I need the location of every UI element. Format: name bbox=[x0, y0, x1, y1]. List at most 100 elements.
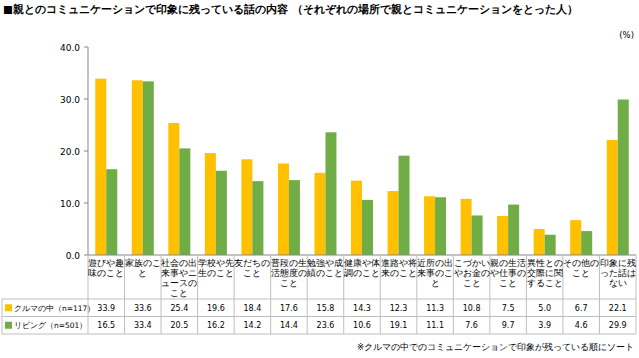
bar bbox=[205, 153, 216, 255]
value-label: 19.1 bbox=[390, 321, 408, 330]
value-label: 4.6 bbox=[575, 321, 588, 330]
category-label: 勉強や成績のこと bbox=[306, 258, 343, 278]
bar bbox=[168, 123, 179, 255]
chart: ■親とのコミュニケーションで印象に残っている話の内容 （それぞれの場所で親とコミ… bbox=[0, 0, 639, 358]
category-label: こづかいやお金のこと bbox=[454, 258, 490, 288]
value-label: 22.1 bbox=[609, 304, 627, 313]
category-label: 普段の生活態度のこと bbox=[271, 258, 307, 288]
tick bbox=[84, 203, 88, 204]
title: ■親とのコミュニケーションで印象に残っている話の内容 （それぞれの場所で親とコミ… bbox=[3, 3, 578, 16]
legend-swatch bbox=[5, 304, 12, 311]
legend-label: クルマの中（n=117） bbox=[14, 304, 95, 313]
bar bbox=[424, 196, 435, 255]
value-label: 7.6 bbox=[465, 321, 478, 330]
bar bbox=[461, 199, 472, 255]
value-label: 33.6 bbox=[134, 304, 152, 313]
tick-label: 30.0 bbox=[60, 95, 80, 105]
bar bbox=[351, 181, 362, 255]
bar bbox=[95, 79, 106, 255]
tick-label: 20.0 bbox=[60, 147, 80, 157]
bar bbox=[106, 169, 117, 255]
category-label: 進路や将来のこと bbox=[381, 258, 417, 278]
bar bbox=[581, 231, 592, 255]
axis-label: (%) bbox=[619, 30, 634, 40]
tick bbox=[84, 47, 88, 48]
value-label: 14.3 bbox=[353, 304, 371, 313]
bar bbox=[325, 132, 336, 255]
data-table: 遊びや趣味のこと家族のこと社会の出来事やニュースのこと学校や先生のこと友だちのこ… bbox=[2, 255, 636, 334]
category-label: 印象に残った話はない bbox=[600, 258, 636, 288]
value-label: 29.9 bbox=[609, 321, 627, 330]
axis-line bbox=[88, 255, 636, 256]
value-label: 25.4 bbox=[170, 304, 188, 313]
table-line bbox=[2, 299, 636, 300]
value-label: 7.5 bbox=[502, 304, 515, 313]
annotation: ※クルマの中でのコミュニケーションで印象が残っている順にソート bbox=[357, 342, 634, 352]
value-label: 5.0 bbox=[538, 304, 551, 313]
bar bbox=[545, 235, 556, 255]
value-label: 10.6 bbox=[353, 321, 371, 330]
value-label: 16.2 bbox=[207, 321, 225, 330]
table-line bbox=[2, 316, 636, 317]
table-line bbox=[2, 334, 636, 335]
bar bbox=[508, 205, 519, 255]
tick bbox=[84, 255, 88, 256]
legend-swatch bbox=[5, 322, 12, 329]
bar bbox=[216, 171, 227, 255]
tick bbox=[84, 151, 88, 152]
bar bbox=[534, 229, 545, 255]
value-label: 11.1 bbox=[426, 321, 444, 330]
tick bbox=[84, 99, 88, 100]
value-label: 3.9 bbox=[538, 321, 551, 330]
value-label: 14.4 bbox=[280, 321, 298, 330]
value-label: 20.5 bbox=[170, 321, 188, 330]
category-label: 社会の出来事やニュースのこと bbox=[161, 258, 197, 298]
bar bbox=[252, 181, 263, 255]
category-label: 異性との交際に関すること bbox=[527, 258, 563, 288]
bars bbox=[95, 79, 628, 255]
bar bbox=[388, 191, 399, 255]
tick-label: 10.0 bbox=[60, 199, 80, 209]
tick-label: 40.0 bbox=[60, 43, 80, 53]
bar bbox=[399, 156, 410, 255]
bar bbox=[179, 148, 190, 255]
category-label: 親の生活や仕事のこと bbox=[490, 258, 526, 288]
category-label: 学校や先生のこと bbox=[198, 258, 234, 278]
value-label: 9.7 bbox=[502, 321, 515, 330]
bar bbox=[472, 215, 483, 255]
category-label: その他のこと bbox=[563, 258, 599, 278]
bar bbox=[278, 163, 289, 255]
bar bbox=[132, 80, 143, 255]
value-label: 10.8 bbox=[463, 304, 481, 313]
bar bbox=[497, 216, 508, 255]
value-label: 33.9 bbox=[97, 304, 115, 313]
bar bbox=[289, 180, 300, 255]
value-label: 23.6 bbox=[317, 321, 335, 330]
bar bbox=[607, 140, 618, 255]
bar bbox=[241, 159, 252, 255]
value-label: 14.2 bbox=[243, 321, 261, 330]
bar bbox=[618, 100, 629, 255]
value-label: 11.3 bbox=[426, 304, 444, 313]
bar bbox=[362, 200, 373, 255]
category-label: 健康や体調のこと bbox=[344, 258, 380, 278]
bar bbox=[435, 197, 446, 255]
category-label: 家族のこと bbox=[125, 258, 161, 278]
category-label: 遊びや趣味のこと bbox=[88, 258, 124, 278]
legend-label: リビング（n=501） bbox=[14, 321, 87, 330]
value-label: 17.6 bbox=[280, 304, 298, 313]
value-label: 15.8 bbox=[317, 304, 335, 313]
bar bbox=[314, 173, 325, 255]
bar bbox=[143, 81, 154, 255]
axis-line bbox=[88, 47, 89, 255]
category-label: 近所の出来事のこと bbox=[417, 258, 453, 288]
value-label: 18.4 bbox=[243, 304, 261, 313]
tick-label: 0.0 bbox=[66, 251, 81, 261]
value-label: 12.3 bbox=[390, 304, 408, 313]
bar bbox=[570, 220, 581, 255]
value-label: 19.6 bbox=[207, 304, 225, 313]
value-label: 33.4 bbox=[134, 321, 152, 330]
category-label: 友だちのこと bbox=[234, 258, 270, 278]
value-label: 6.7 bbox=[575, 304, 588, 313]
value-label: 16.5 bbox=[97, 321, 115, 330]
